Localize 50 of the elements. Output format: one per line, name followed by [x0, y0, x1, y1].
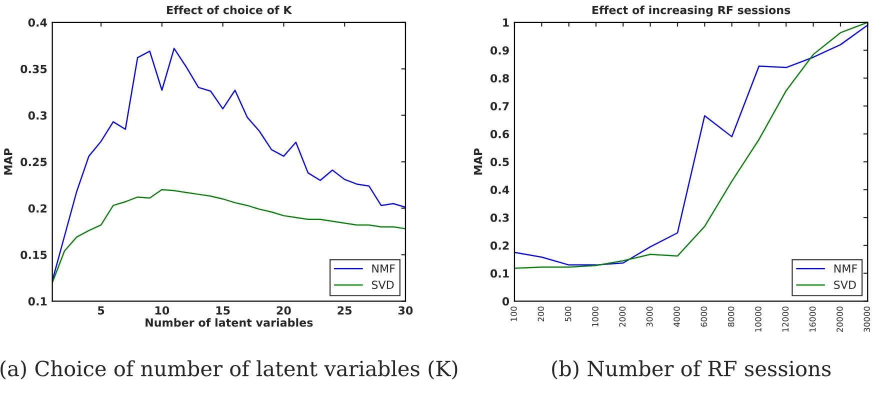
text: (a) Choice of number of latent variables (K) [0, 360, 458, 380]
y-tick-label: 0.2 [28, 204, 46, 213]
y-tick-label: 0.8 [490, 74, 509, 83]
legend-label: SVD [834, 280, 856, 290]
x-tick-label: 20000 [836, 306, 843, 332]
legend-label: NMF [372, 264, 395, 273]
x-axis-title: Number of latent variables [146, 318, 313, 327]
x-tick-label: 8000 [728, 306, 734, 327]
chart-title: Effect of choice of K [167, 6, 292, 14]
y-tick-label: 0.15 [20, 250, 47, 260]
x-tick-label: 500 [564, 306, 572, 322]
x-tick-label: 20 [276, 306, 291, 315]
x-tick-label: 6000 [700, 306, 708, 327]
y-axis-title: MAP [474, 148, 482, 175]
x-tick-label: 3000 [646, 306, 653, 327]
y-tick-label: 0.1 [28, 297, 47, 306]
y-tick-label: 0.9 [490, 46, 509, 55]
text: (b) Number of RF sessions [552, 360, 831, 380]
y-tick-label: 0.4 [28, 18, 47, 27]
y-tick-label: 0.2 [490, 241, 509, 250]
x-tick-label: 10000 [755, 306, 762, 332]
x-tick-label: 30 [398, 306, 413, 315]
y-tick-label: 0 [502, 297, 510, 306]
line-series [52, 48, 406, 282]
x-tick-label: 5 [98, 306, 104, 315]
legend-label: NMF [834, 264, 857, 273]
x-tick-label: 12000 [782, 306, 789, 332]
y-tick-label: 0.35 [20, 64, 47, 74]
x-tick-label: 2000 [619, 306, 626, 327]
legend-label: SVD [372, 280, 394, 290]
x-tick-label: 30000 [864, 306, 870, 332]
x-tick-label: 25 [338, 306, 352, 315]
y-tick-label: 0.7 [490, 102, 509, 110]
y-tick-label: 0.6 [490, 130, 510, 138]
y-tick-label: 0.25 [20, 158, 47, 166]
x-tick-label: 200 [538, 306, 544, 322]
y-tick-label: 0.1 [490, 269, 509, 278]
x-tick-label: 15 [216, 306, 230, 315]
x-tick-label: 10 [155, 306, 170, 315]
x-tick-label: 100 [510, 306, 517, 322]
chart-title: Effect of increasing RF sessions [592, 6, 790, 16]
x-tick-label: 16000 [809, 306, 816, 332]
y-axis-title: MAP [4, 148, 12, 175]
y-tick-label: 1 [503, 18, 509, 27]
x-tick-label: 1000 [592, 306, 598, 326]
x-tick-label: 4000 [674, 306, 680, 327]
y-tick-label: 0.5 [490, 158, 509, 166]
y-tick-label: 0.3 [28, 111, 47, 120]
y-tick-label: 0.4 [490, 186, 510, 194]
y-tick-label: 0.3 [490, 214, 509, 222]
